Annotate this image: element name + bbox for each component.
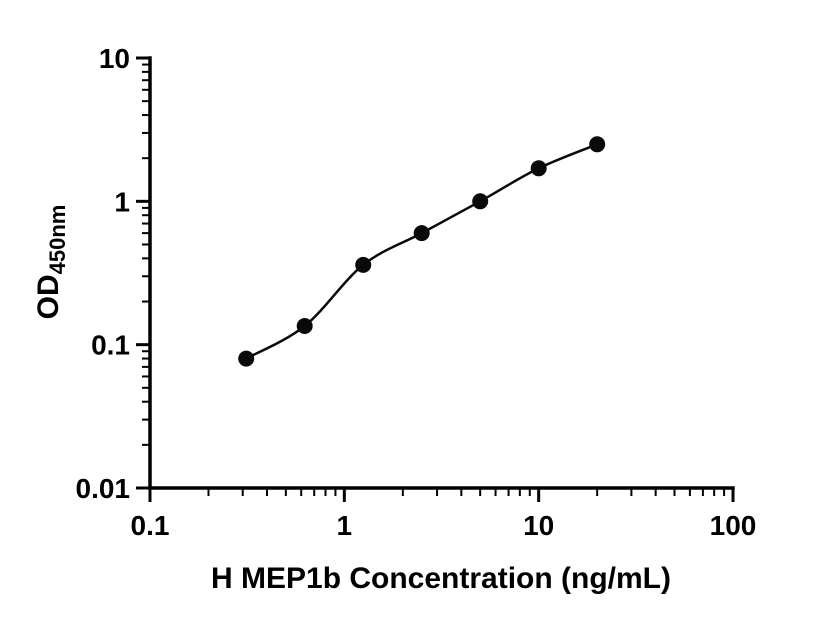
y-axis-title-subscript: 450nm — [45, 205, 70, 275]
y-tick-label: 10 — [99, 43, 130, 74]
x-tick-label: 100 — [710, 510, 757, 541]
y-axis-title: OD450nm — [32, 205, 70, 320]
y-tick-label: 0.1 — [91, 330, 130, 361]
data-point — [530, 160, 547, 177]
x-tick-label: 10 — [523, 510, 554, 541]
axis-lines — [148, 56, 735, 490]
y-tick-label: 1 — [114, 186, 130, 217]
y-tick-label: 0.01 — [76, 473, 131, 504]
x-axis-title: H MEP1b Concentration (ng/mL) — [211, 562, 671, 595]
y-axis-title-main: OD — [32, 274, 65, 319]
x-axis: 0.1 1 10 100 — [131, 488, 757, 541]
data-point — [238, 350, 255, 367]
x-tick-label: 1 — [337, 510, 353, 541]
data-point — [472, 193, 489, 210]
x-tick-label: 0.1 — [131, 510, 170, 541]
data-point — [589, 136, 606, 153]
data-point — [413, 225, 430, 242]
data-point — [355, 256, 372, 273]
y-axis: 0.01 0.1 1 10 — [76, 43, 150, 504]
data-point — [296, 318, 313, 334]
